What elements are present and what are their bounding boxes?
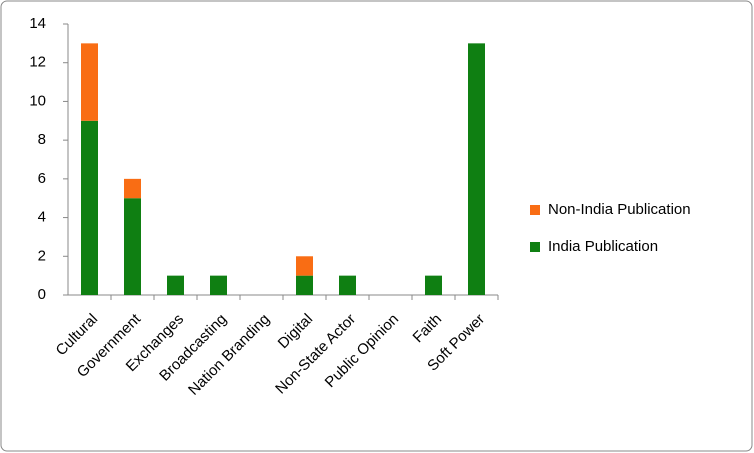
bar-segment [425, 275, 442, 295]
legend-label: India Publication [548, 238, 658, 255]
bar-segment [468, 43, 485, 295]
bar-segment [81, 120, 98, 296]
y-tick-label: 10 [29, 92, 46, 109]
bar-segment [81, 43, 98, 121]
y-tick-label: 0 [38, 286, 46, 303]
y-tick-label: 14 [29, 15, 46, 32]
bar-segment [210, 275, 227, 295]
y-tick-label: 4 [38, 209, 46, 226]
legend-swatch [530, 205, 540, 215]
bar-segment [167, 275, 184, 295]
legend-swatch [530, 242, 540, 252]
y-tick-label: 12 [29, 54, 46, 71]
bar-segment [296, 275, 313, 295]
y-tick-label: 6 [38, 170, 46, 187]
bar-segment [124, 178, 141, 199]
bar-segment [296, 256, 313, 276]
bar-segment [339, 275, 356, 295]
y-tick-label: 2 [38, 247, 46, 264]
y-tick-label: 8 [38, 131, 46, 148]
bar-segment [124, 198, 141, 295]
legend-label: Non-India Publication [548, 201, 691, 218]
